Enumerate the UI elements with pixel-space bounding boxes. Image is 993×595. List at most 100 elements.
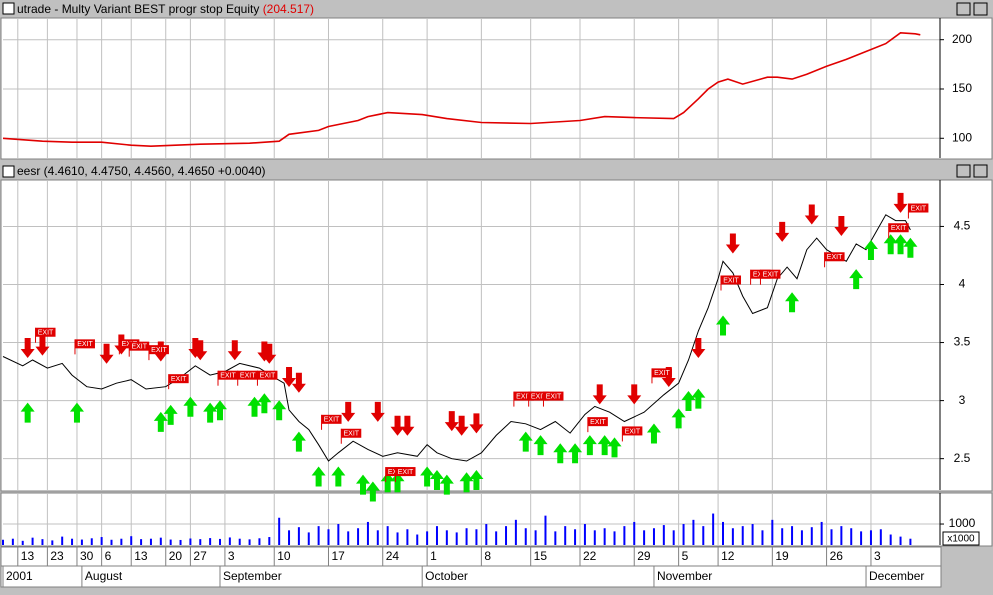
buy-arrow [518,431,533,452]
x-tick-label: 29 [637,549,651,563]
buy-arrow [69,402,84,423]
exit-label: EXIT [77,341,93,348]
y-tick-label: 4 [959,277,966,291]
buy-arrow [893,234,908,255]
unit-label: x1000 [947,534,975,545]
buy-arrow [439,474,454,495]
minimize-button[interactable] [956,2,971,16]
buy-arrow [356,474,371,495]
exit-flag [543,391,564,401]
month-label: September [223,569,282,583]
exit-label: EXIT [763,272,779,279]
date-axis [0,546,942,588]
buy-arrow [863,240,878,261]
exit-label: EXIT [38,330,54,337]
window-icon [2,165,15,178]
buy-arrow [291,431,306,452]
y-tick-label: 2.5 [954,451,971,465]
y-tick-label: 200 [952,32,972,46]
x-tick-label: 27 [193,549,207,563]
sell-arrow [370,401,385,422]
month-label: November [657,569,712,583]
equity-last-value: (204.517) [263,2,314,16]
buy-arrow [212,400,227,421]
y-tick-label: 1000 [949,516,976,530]
buy-arrow [607,437,622,458]
exit-label: EXIT [324,417,340,424]
exit-label: EXIT [131,344,147,351]
exit-flag [74,339,95,349]
sell-arrow [35,335,50,356]
buy-arrow [163,404,178,425]
buy-arrow [380,472,395,493]
exit-flag [888,223,909,233]
minimize-button[interactable] [956,164,971,178]
y-tick-label: 100 [952,130,972,144]
sell-arrow [390,415,405,436]
x-tick-label: 12 [721,549,735,563]
x-tick-label: 13 [134,549,148,563]
buy-arrow [183,396,198,417]
sell-arrow [193,340,208,361]
sell-arrow [691,337,706,358]
exit-label: EXIT [911,205,927,212]
buy-arrow [681,390,696,411]
buy-arrow [533,435,548,456]
exit-flag [824,252,845,262]
exit-flag [237,370,258,380]
sell-arrow [834,216,849,237]
sell-arrow [282,366,297,387]
buy-arrow [883,234,898,255]
buy-arrow [257,393,272,414]
close-button[interactable] [973,164,988,178]
exit-flag [587,417,608,427]
x-tick-label: 22 [583,549,597,563]
month-label: December [869,569,924,583]
exit-flag [148,345,169,355]
x-tick-label: 1 [430,549,437,563]
x-tick-label: 6 [105,549,112,563]
close-button[interactable] [973,2,988,16]
buy-arrow [849,269,864,290]
buy-arrow [469,469,484,490]
buy-arrow [553,443,568,464]
exit-flag [528,391,549,401]
month-label: 2001 [6,569,33,583]
x-tick-label: 23 [50,549,64,563]
x-tick-label: 8 [484,549,491,563]
exit-label: EXIT [723,277,739,284]
price-title: eesr (4.4610, 4.4750, 4.4560, 4.4650 +0.… [17,164,266,178]
x-tick-label: 19 [775,549,789,563]
x-tick-label: 15 [534,549,548,563]
data-line [2,31,921,148]
buy-arrow [153,411,168,432]
exit-label: EXIT [260,373,276,380]
x-tick-label: 5 [682,549,689,563]
month-label: August [85,569,123,583]
exit-label: EXIT [516,393,532,400]
exit-label: EXIT [546,393,562,400]
exit-label: EXIT [220,373,236,380]
buy-arrow [272,400,287,421]
y-tick-label: 3.5 [954,335,971,349]
month-label: October [425,569,468,583]
x-tick-label: 10 [277,549,291,563]
exit-flag [721,275,742,285]
exit-flag [622,426,643,436]
title-bar [0,0,993,18]
sell-arrow [262,343,277,364]
exit-label: EXIT [654,370,670,377]
exit-label: EXIT [171,376,187,383]
buy-arrow [365,481,380,502]
buy-arrow [671,408,686,429]
sell-arrow [400,415,415,436]
sell-arrow [99,343,114,364]
exit-flag [35,327,56,337]
buy-arrow [20,402,35,423]
exit-label: EXIT [590,419,606,426]
exit-flag [217,370,238,380]
title-bar [0,163,993,180]
exit-flag [395,467,416,477]
